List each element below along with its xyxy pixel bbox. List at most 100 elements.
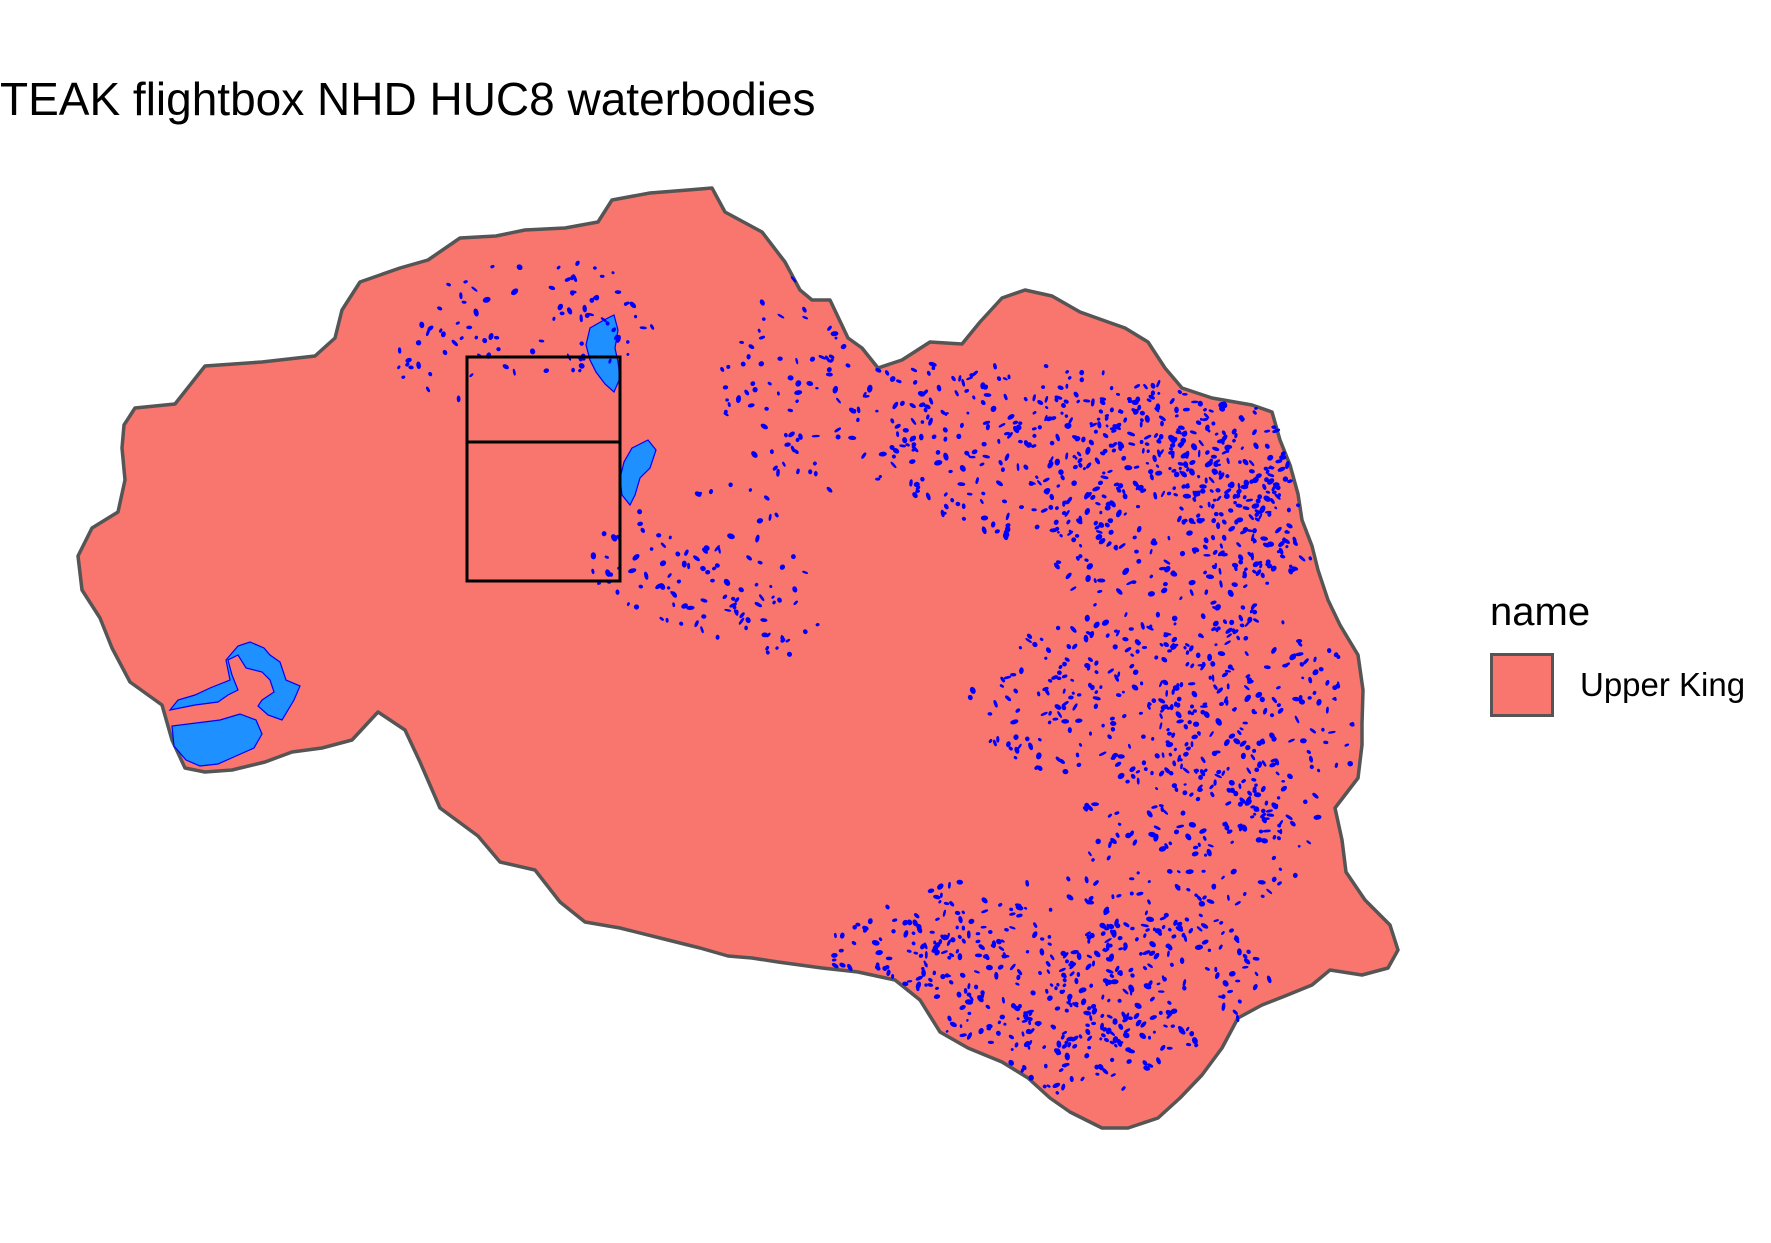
small-waterbody: [1100, 1022, 1104, 1031]
small-waterbody: [1045, 961, 1051, 967]
small-waterbody: [1233, 738, 1241, 745]
small-waterbody: [1062, 768, 1069, 775]
small-waterbody: [1023, 464, 1029, 470]
small-waterbody: [1181, 519, 1186, 525]
small-waterbody: [1098, 409, 1104, 414]
small-waterbody: [1243, 635, 1249, 641]
small-waterbody: [1214, 966, 1218, 973]
small-waterbody: [981, 897, 988, 904]
small-waterbody: [1326, 648, 1332, 654]
small-waterbody: [1139, 951, 1143, 956]
small-waterbody: [1276, 703, 1282, 708]
small-waterbody: [1255, 498, 1261, 504]
small-waterbody: [1228, 779, 1235, 786]
small-waterbody: [1094, 457, 1101, 465]
small-waterbody: [1221, 1002, 1226, 1011]
small-waterbody: [1049, 983, 1054, 987]
small-waterbody: [1192, 497, 1197, 502]
small-waterbody: [875, 477, 881, 481]
small-waterbody: [1270, 758, 1277, 763]
small-waterbody: [1055, 625, 1061, 631]
small-waterbody: [915, 975, 923, 981]
small-waterbody: [1166, 1046, 1173, 1050]
small-waterbody: [1219, 701, 1224, 707]
small-waterbody: [516, 264, 523, 271]
small-waterbody: [934, 459, 943, 466]
small-waterbody: [802, 315, 809, 320]
small-waterbody: [1108, 529, 1114, 535]
small-waterbody: [1025, 1028, 1031, 1034]
small-waterbody: [891, 929, 896, 934]
small-waterbody: [1274, 803, 1279, 810]
small-waterbody: [1216, 439, 1226, 444]
small-waterbody: [959, 1033, 967, 1037]
small-waterbody: [1211, 518, 1217, 524]
small-waterbody: [971, 449, 978, 455]
small-waterbody: [1162, 977, 1167, 982]
small-waterbody: [1143, 383, 1148, 390]
small-waterbody: [1091, 858, 1095, 862]
small-waterbody: [694, 620, 699, 628]
small-waterbody: [802, 629, 808, 635]
small-waterbody: [566, 307, 573, 315]
small-waterbody: [1105, 942, 1110, 951]
small-waterbody: [529, 348, 536, 355]
small-waterbody: [1277, 466, 1286, 472]
small-waterbody: [826, 367, 832, 373]
small-waterbody: [1344, 743, 1350, 747]
small-waterbody: [1091, 802, 1100, 807]
small-waterbody: [675, 551, 681, 557]
small-waterbody: [980, 515, 989, 521]
small-waterbody: [929, 930, 935, 934]
small-waterbody: [1019, 505, 1024, 510]
small-waterbody: [1083, 634, 1089, 643]
small-waterbody: [1115, 832, 1120, 838]
small-waterbody: [1018, 646, 1023, 650]
legend-key-swatch: [1490, 653, 1554, 717]
small-waterbody: [735, 609, 739, 614]
small-waterbody: [1204, 462, 1210, 468]
small-waterbody: [1180, 437, 1187, 444]
small-waterbody: [957, 953, 963, 961]
small-waterbody: [946, 939, 951, 946]
small-waterbody: [1044, 656, 1048, 660]
small-waterbody: [1245, 744, 1251, 751]
small-waterbody: [769, 449, 774, 455]
small-waterbody: [1143, 1065, 1151, 1071]
small-waterbody: [1130, 653, 1135, 657]
small-waterbody: [1022, 1013, 1029, 1019]
small-waterbody: [1224, 488, 1232, 495]
small-waterbody: [1179, 682, 1184, 688]
small-waterbody: [564, 277, 572, 282]
small-waterbody: [884, 964, 890, 970]
small-waterbody: [1227, 664, 1233, 670]
small-waterbody: [1047, 942, 1052, 946]
small-waterbody: [966, 411, 970, 415]
small-waterbody: [963, 988, 968, 994]
small-waterbody: [1009, 912, 1016, 916]
small-waterbody: [790, 276, 797, 283]
small-waterbody: [1212, 883, 1217, 888]
small-waterbody: [1101, 619, 1110, 626]
small-waterbody: [1197, 400, 1203, 407]
small-waterbody: [1245, 796, 1252, 803]
small-waterbody: [1096, 417, 1101, 421]
small-waterbody: [660, 542, 667, 548]
small-waterbody: [955, 925, 959, 930]
small-waterbody: [950, 937, 956, 943]
small-waterbody: [1211, 564, 1216, 570]
small-waterbody: [1061, 1083, 1066, 1091]
small-waterbody: [1288, 738, 1295, 743]
small-waterbody: [710, 578, 715, 583]
small-waterbody: [1295, 652, 1304, 657]
small-waterbody: [961, 910, 965, 915]
small-waterbody: [1060, 950, 1067, 957]
small-waterbody: [1021, 1019, 1028, 1023]
small-waterbody: [1199, 828, 1207, 834]
small-waterbody: [748, 344, 755, 350]
small-waterbody: [1102, 433, 1109, 439]
small-waterbody: [1155, 470, 1163, 476]
small-waterbody: [1083, 399, 1091, 403]
small-waterbody: [1238, 559, 1244, 565]
small-waterbody: [1182, 767, 1190, 774]
